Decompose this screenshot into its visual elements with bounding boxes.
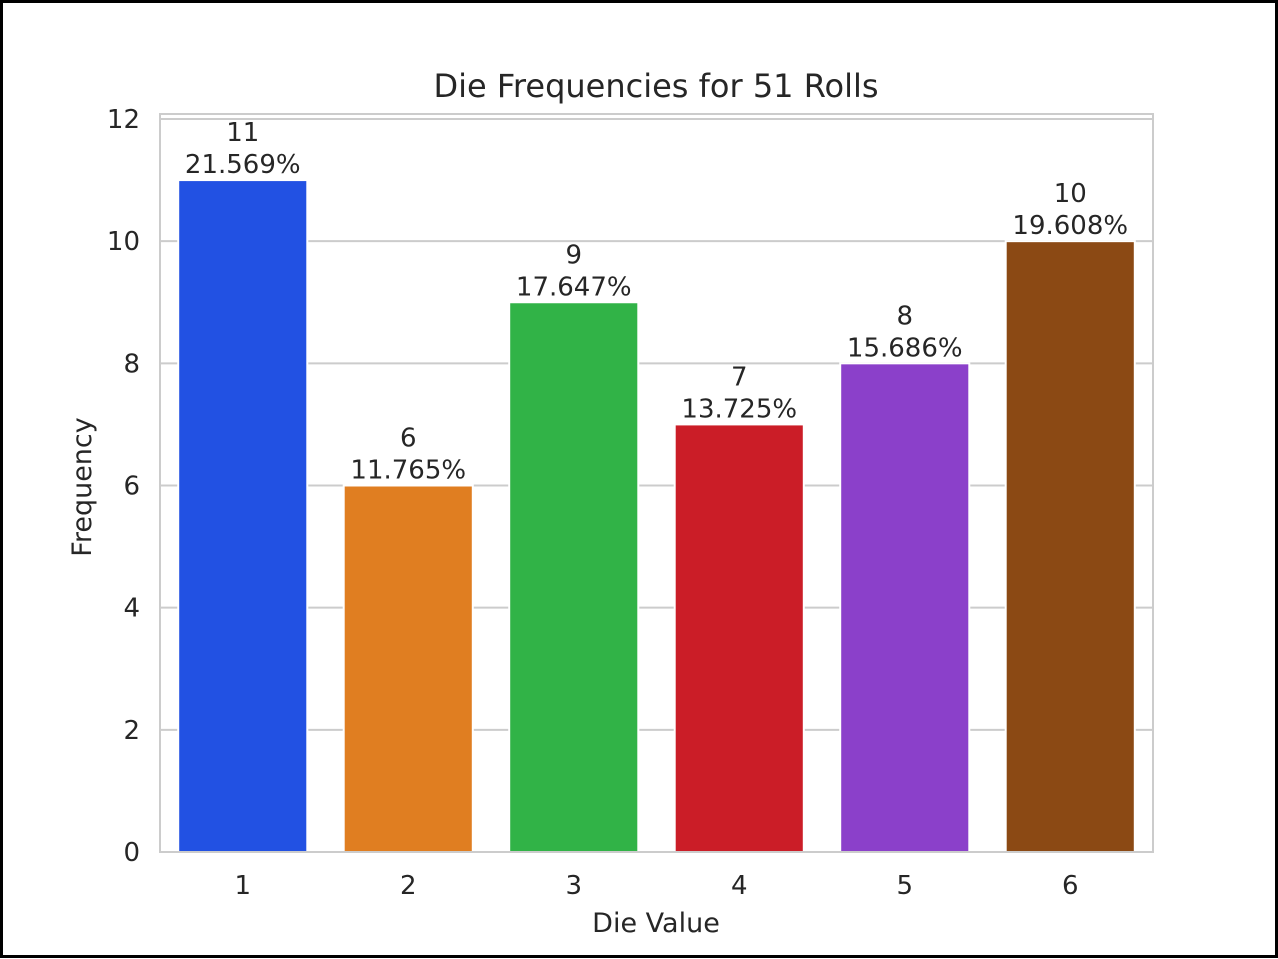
bar-percent-label: 15.686% — [847, 333, 963, 363]
bar-percent-label: 13.725% — [681, 394, 797, 424]
bar-4 — [673, 423, 805, 853]
bar-percent-label: 19.608% — [1012, 211, 1128, 241]
y-tick-label: 8 — [123, 349, 140, 379]
y-tick-label: 6 — [123, 472, 140, 502]
x-tick-label: 3 — [565, 871, 582, 901]
bar-6 — [1004, 240, 1136, 853]
bar-percent-label: 17.647% — [516, 272, 632, 302]
bar-chart: Die Frequencies for 51 Rolls Die Value F… — [67, 67, 1154, 939]
bar-3 — [508, 301, 640, 853]
x-tick-label: 5 — [896, 871, 913, 901]
y-tick-label: 12 — [107, 105, 140, 135]
y-tick-label: 0 — [123, 838, 140, 868]
chart-title: Die Frequencies for 51 Rolls — [433, 67, 878, 105]
bar-value-label: 6 — [400, 424, 417, 454]
bar-percent-label: 11.765% — [350, 456, 466, 486]
x-tick-label: 1 — [234, 871, 251, 901]
bar-2 — [342, 484, 474, 853]
bar-1 — [177, 179, 309, 854]
y-axis-label: Frequency — [67, 417, 98, 557]
plot-area-border — [159, 113, 1154, 853]
grid-lines — [160, 118, 1153, 853]
bar-5 — [839, 362, 971, 853]
bars — [177, 179, 1136, 854]
y-tick-label: 2 — [123, 716, 140, 746]
bar-value-label: 8 — [896, 301, 913, 331]
y-tick-label: 4 — [123, 594, 140, 624]
x-tick-label: 2 — [400, 871, 417, 901]
x-tick-label: 6 — [1062, 871, 1079, 901]
y-tick-label: 10 — [107, 227, 140, 257]
x-axis-label: Die Value — [592, 908, 720, 939]
bar-value-label: 7 — [731, 362, 748, 392]
bar-value-label: 10 — [1054, 179, 1087, 209]
bar-percent-label: 21.569% — [185, 150, 301, 180]
bar-value-label: 9 — [565, 240, 582, 270]
bar-value-label: 11 — [226, 118, 259, 148]
x-tick-label: 4 — [731, 871, 748, 901]
